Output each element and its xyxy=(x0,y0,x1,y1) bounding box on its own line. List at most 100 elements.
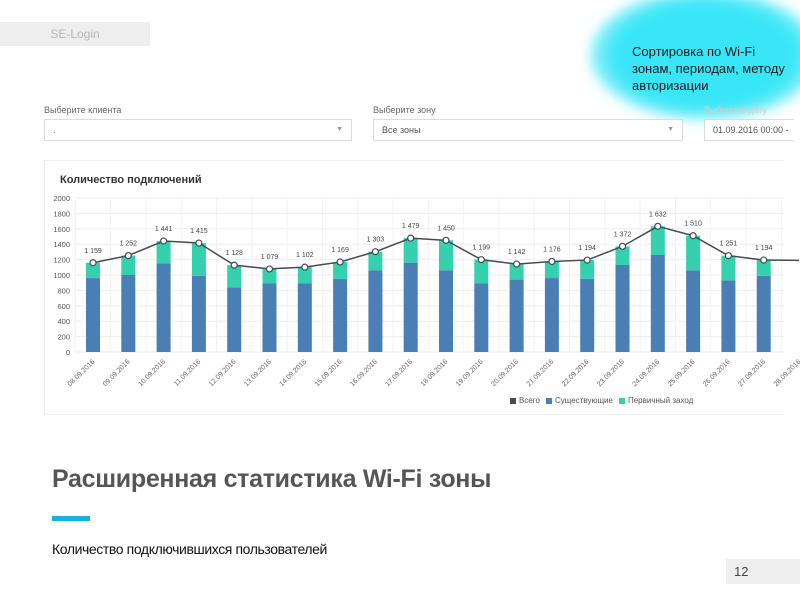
x-tick-label: 21.09.2016 xyxy=(526,358,556,388)
bar-first-visit[interactable] xyxy=(580,260,595,279)
y-tick-label: 1200 xyxy=(53,256,70,265)
total-point[interactable] xyxy=(477,256,485,264)
legend-item-first-visit[interactable]: Первичный заход xyxy=(618,396,693,405)
data-label: 1 194 xyxy=(755,245,773,252)
bar-existing[interactable] xyxy=(509,279,524,352)
bar-first-visit[interactable] xyxy=(227,265,242,288)
y-tick-label: 400 xyxy=(57,317,70,326)
bar-existing[interactable] xyxy=(368,270,383,352)
total-point[interactable] xyxy=(160,237,168,245)
total-point[interactable] xyxy=(548,257,556,266)
x-tick-label: 16.09.2016 xyxy=(349,358,379,388)
data-label: 1 142 xyxy=(508,249,526,256)
x-tick-label: 08.09.2016 xyxy=(67,358,97,388)
total-point[interactable] xyxy=(265,265,274,273)
total-point[interactable] xyxy=(301,263,309,271)
bar-first-visit[interactable] xyxy=(650,226,665,255)
data-label: 1 441 xyxy=(155,226,173,233)
bar-first-visit[interactable] xyxy=(721,255,736,281)
bar-first-visit[interactable] xyxy=(86,262,100,279)
data-label: 1 128 xyxy=(225,250,243,257)
bar-first-visit[interactable] xyxy=(156,241,171,264)
data-label: 1 479 xyxy=(402,223,420,230)
total-point[interactable] xyxy=(195,239,203,247)
connections-chart: 0 200 400 600 800 1000 1200 1400 1600 1800 2000 08.… xyxy=(53,194,800,388)
data-label: 1 450 xyxy=(437,225,455,232)
bar-existing[interactable] xyxy=(439,270,453,352)
bar-existing[interactable] xyxy=(121,275,136,352)
bar-existing[interactable] xyxy=(650,254,665,352)
slide-title: Расширенная статистика Wi-Fi зоны xyxy=(52,465,492,493)
legend-item-total[interactable]: Всего xyxy=(510,396,540,405)
bar-first-visit[interactable] xyxy=(368,251,383,271)
bar-first-visit[interactable] xyxy=(509,264,524,280)
bar-first-visit[interactable] xyxy=(333,261,348,279)
x-tick-label: 09.09.2016 xyxy=(102,358,132,388)
bar-existing[interactable] xyxy=(615,264,630,352)
bar-existing[interactable] xyxy=(403,262,418,352)
chart-title: Количество подключений xyxy=(60,174,202,186)
bar-existing[interactable] xyxy=(333,278,348,352)
x-tick-label: 19.09.2016 xyxy=(455,358,485,388)
x-tick-label: 18.09.2016 xyxy=(420,358,450,388)
bar-first-visit[interactable] xyxy=(297,267,312,284)
bar-first-visit[interactable] xyxy=(191,243,206,276)
bar-existing[interactable] xyxy=(86,278,100,352)
bar-first-visit[interactable] xyxy=(403,238,418,263)
zone-select[interactable]: Все зоны ▼ xyxy=(373,119,683,141)
bar-first-visit[interactable] xyxy=(756,260,771,276)
total-point[interactable] xyxy=(230,261,238,269)
slide-subtitle: Количество подключившихся пользователей xyxy=(52,541,327,557)
x-tick-label: 13.09.2016 xyxy=(243,358,273,388)
data-label: 1 510 xyxy=(684,221,702,228)
bar-existing[interactable] xyxy=(474,283,489,352)
bar-existing[interactable] xyxy=(544,278,559,352)
x-tick-label: 10.09.2016 xyxy=(137,358,167,388)
date-range-input[interactable]: 01.09.2016 00:00 - xyxy=(704,119,794,141)
total-point[interactable] xyxy=(371,248,379,256)
bar-first-visit[interactable] xyxy=(262,268,277,284)
bar-existing[interactable] xyxy=(721,280,736,352)
chevron-down-icon: ▼ xyxy=(336,126,343,133)
x-tick-label: 24.09.2016 xyxy=(631,358,661,388)
callout-text: Сортировка по Wi-Fi зонам, периодам, мет… xyxy=(632,44,785,93)
total-point[interactable] xyxy=(407,234,415,242)
bar-existing[interactable] xyxy=(686,270,701,352)
bar-existing[interactable] xyxy=(191,275,206,352)
bar-first-visit[interactable] xyxy=(439,240,453,271)
legend-item-existing[interactable]: Существующие xyxy=(545,396,613,405)
bar-first-visit[interactable] xyxy=(121,255,136,275)
bar-first-visit[interactable] xyxy=(544,261,559,279)
client-select[interactable]: . ▼ xyxy=(44,119,352,141)
bar-existing[interactable] xyxy=(580,278,595,352)
x-tick-label: 22.09.2016 xyxy=(561,358,591,388)
callout-highlight xyxy=(590,0,800,120)
total-point[interactable] xyxy=(89,259,97,267)
x-tick-label: 23.09.2016 xyxy=(596,358,626,388)
x-tick-label: 11.09.2016 xyxy=(173,358,202,387)
total-point[interactable] xyxy=(760,256,768,264)
total-point[interactable] xyxy=(654,222,662,230)
bar-existing[interactable] xyxy=(262,283,277,352)
x-tick-label: 15.09.2016 xyxy=(314,358,344,388)
data-label: 1 252 xyxy=(120,241,138,248)
data-label: 1 102 xyxy=(296,252,314,259)
bar-first-visit[interactable] xyxy=(686,235,701,271)
total-point[interactable] xyxy=(689,232,697,240)
bar-first-visit[interactable] xyxy=(474,259,489,284)
total-point[interactable] xyxy=(124,251,132,260)
bar-existing[interactable] xyxy=(297,283,312,352)
total-point[interactable] xyxy=(583,256,591,264)
chevron-down-icon: ▼ xyxy=(667,126,674,133)
total-point[interactable] xyxy=(336,258,344,266)
y-tick-label: 600 xyxy=(57,302,70,311)
total-point[interactable] xyxy=(724,252,733,260)
total-point[interactable] xyxy=(618,242,627,250)
bar-first-visit[interactable] xyxy=(615,246,630,265)
bar-existing[interactable] xyxy=(756,275,771,352)
data-label: 1 632 xyxy=(649,211,667,218)
bar-existing[interactable] xyxy=(156,263,171,352)
bar-existing[interactable] xyxy=(227,287,242,352)
total-point[interactable] xyxy=(442,236,450,244)
total-point[interactable] xyxy=(512,260,521,268)
